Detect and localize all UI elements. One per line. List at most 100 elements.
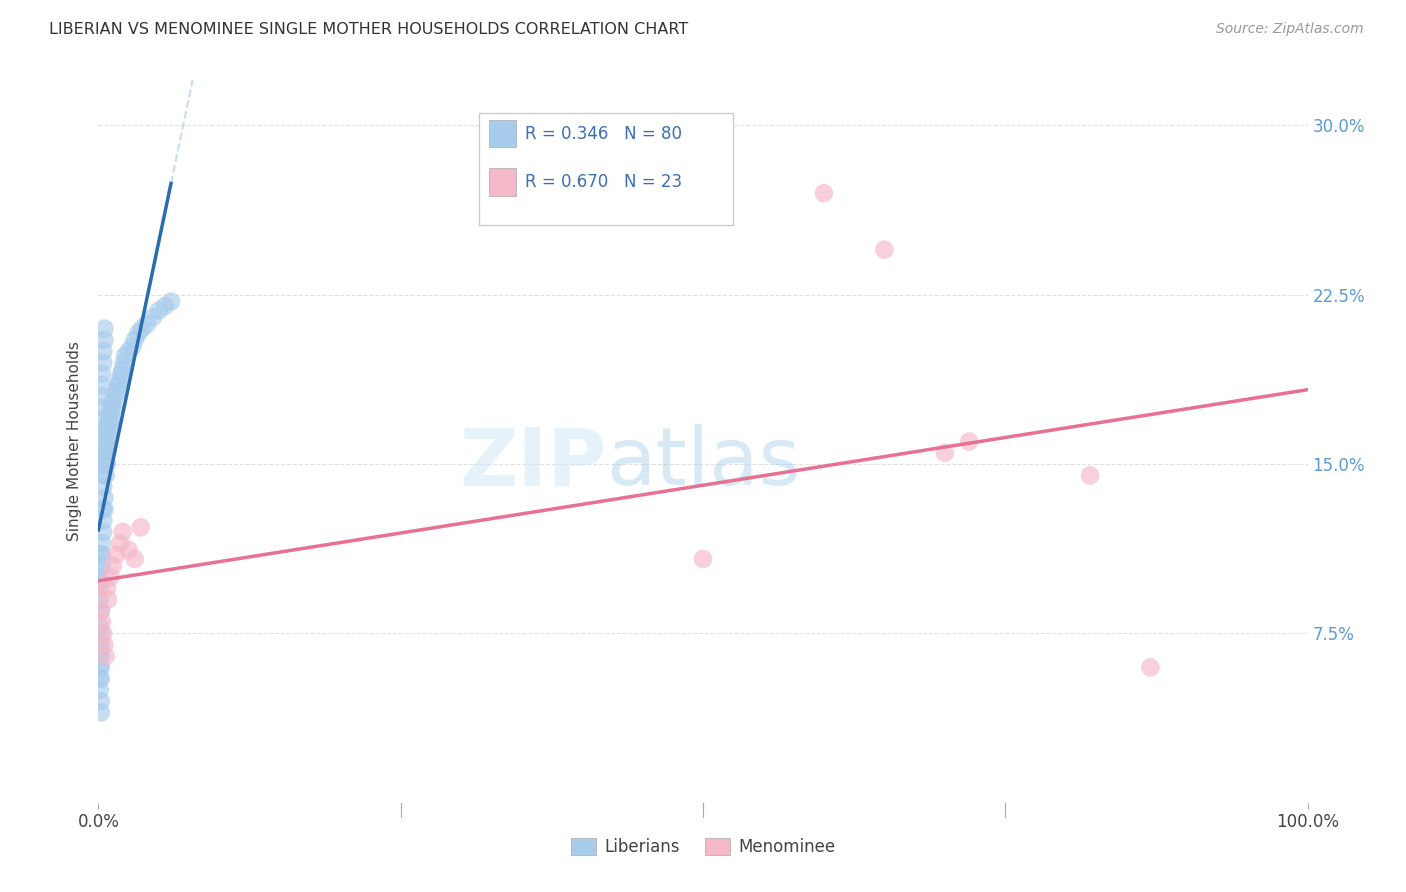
Point <box>96 457 118 471</box>
Point <box>91 412 114 426</box>
Point <box>89 620 111 634</box>
Point <box>124 552 146 566</box>
Point <box>129 520 152 534</box>
Point <box>96 434 118 449</box>
Point <box>103 401 125 415</box>
Text: LIBERIAN VS MENOMINEE SINGLE MOTHER HOUSEHOLDS CORRELATION CHART: LIBERIAN VS MENOMINEE SINGLE MOTHER HOUS… <box>49 22 689 37</box>
Point <box>100 417 122 431</box>
Point <box>91 615 114 630</box>
Point <box>93 333 115 347</box>
Point <box>91 558 114 573</box>
Point <box>124 333 146 347</box>
Point <box>89 592 111 607</box>
Point <box>96 423 118 437</box>
Point <box>96 582 118 596</box>
Point <box>90 558 112 573</box>
Point <box>131 321 153 335</box>
Point <box>91 401 114 415</box>
Point <box>104 389 127 403</box>
Text: R = 0.346   N = 80: R = 0.346 N = 80 <box>526 125 682 143</box>
Point <box>873 243 896 257</box>
Point <box>108 378 131 392</box>
Point <box>89 660 111 674</box>
Point <box>98 412 121 426</box>
Point <box>89 582 111 596</box>
Point <box>94 446 117 460</box>
Point <box>91 423 114 437</box>
Point <box>813 186 835 201</box>
Point <box>107 378 129 392</box>
Point <box>91 355 114 369</box>
Text: R = 0.670   N = 23: R = 0.670 N = 23 <box>526 173 682 191</box>
Text: ZIP: ZIP <box>458 425 606 502</box>
Y-axis label: Single Mother Households: Single Mother Households <box>67 342 83 541</box>
Point <box>100 412 122 426</box>
Point <box>142 310 165 325</box>
Point <box>110 367 132 381</box>
Point <box>105 384 128 399</box>
Point <box>93 457 115 471</box>
Point <box>89 648 111 663</box>
Point <box>1139 660 1161 674</box>
Point <box>121 340 143 354</box>
Point <box>100 408 122 422</box>
FancyBboxPatch shape <box>489 169 516 196</box>
Point <box>135 317 157 331</box>
Point <box>91 468 114 483</box>
Point <box>89 633 111 648</box>
Point <box>148 303 170 318</box>
Legend: Liberians, Menominee: Liberians, Menominee <box>564 831 842 863</box>
Point <box>100 570 122 584</box>
Point <box>90 638 112 652</box>
Point <box>91 514 114 528</box>
Point <box>114 349 136 363</box>
Point <box>101 393 124 408</box>
Point <box>91 502 114 516</box>
Point <box>1078 468 1101 483</box>
Point <box>89 672 111 686</box>
Point <box>90 548 112 562</box>
Point <box>97 439 120 453</box>
Point <box>97 417 120 431</box>
Point <box>91 344 114 359</box>
Point <box>89 570 111 584</box>
Point <box>108 371 131 385</box>
Point <box>91 626 114 640</box>
Point <box>91 378 114 392</box>
Point <box>118 344 141 359</box>
Point <box>93 638 115 652</box>
Point <box>118 542 141 557</box>
FancyBboxPatch shape <box>489 120 516 147</box>
Point <box>97 592 120 607</box>
Point <box>91 480 114 494</box>
Point <box>96 446 118 460</box>
Point <box>108 536 131 550</box>
Point <box>90 660 112 674</box>
Point <box>90 672 112 686</box>
Point <box>934 446 956 460</box>
Point <box>111 524 134 539</box>
Point <box>127 326 149 340</box>
Point <box>90 604 112 618</box>
Point <box>93 446 115 460</box>
Point <box>89 582 111 596</box>
Point <box>93 502 115 516</box>
FancyBboxPatch shape <box>479 112 734 225</box>
Point <box>90 604 112 618</box>
Point <box>153 299 176 313</box>
Point <box>112 355 135 369</box>
Point <box>91 389 114 403</box>
Text: Source: ZipAtlas.com: Source: ZipAtlas.com <box>1216 22 1364 37</box>
Point <box>91 367 114 381</box>
Point <box>93 321 115 335</box>
Point <box>105 548 128 562</box>
Point <box>957 434 980 449</box>
Point <box>692 552 714 566</box>
Point <box>90 694 112 708</box>
Point <box>94 648 117 663</box>
Point <box>90 574 112 589</box>
Point <box>91 548 114 562</box>
Point <box>91 524 114 539</box>
Point <box>160 294 183 309</box>
Point <box>89 682 111 697</box>
